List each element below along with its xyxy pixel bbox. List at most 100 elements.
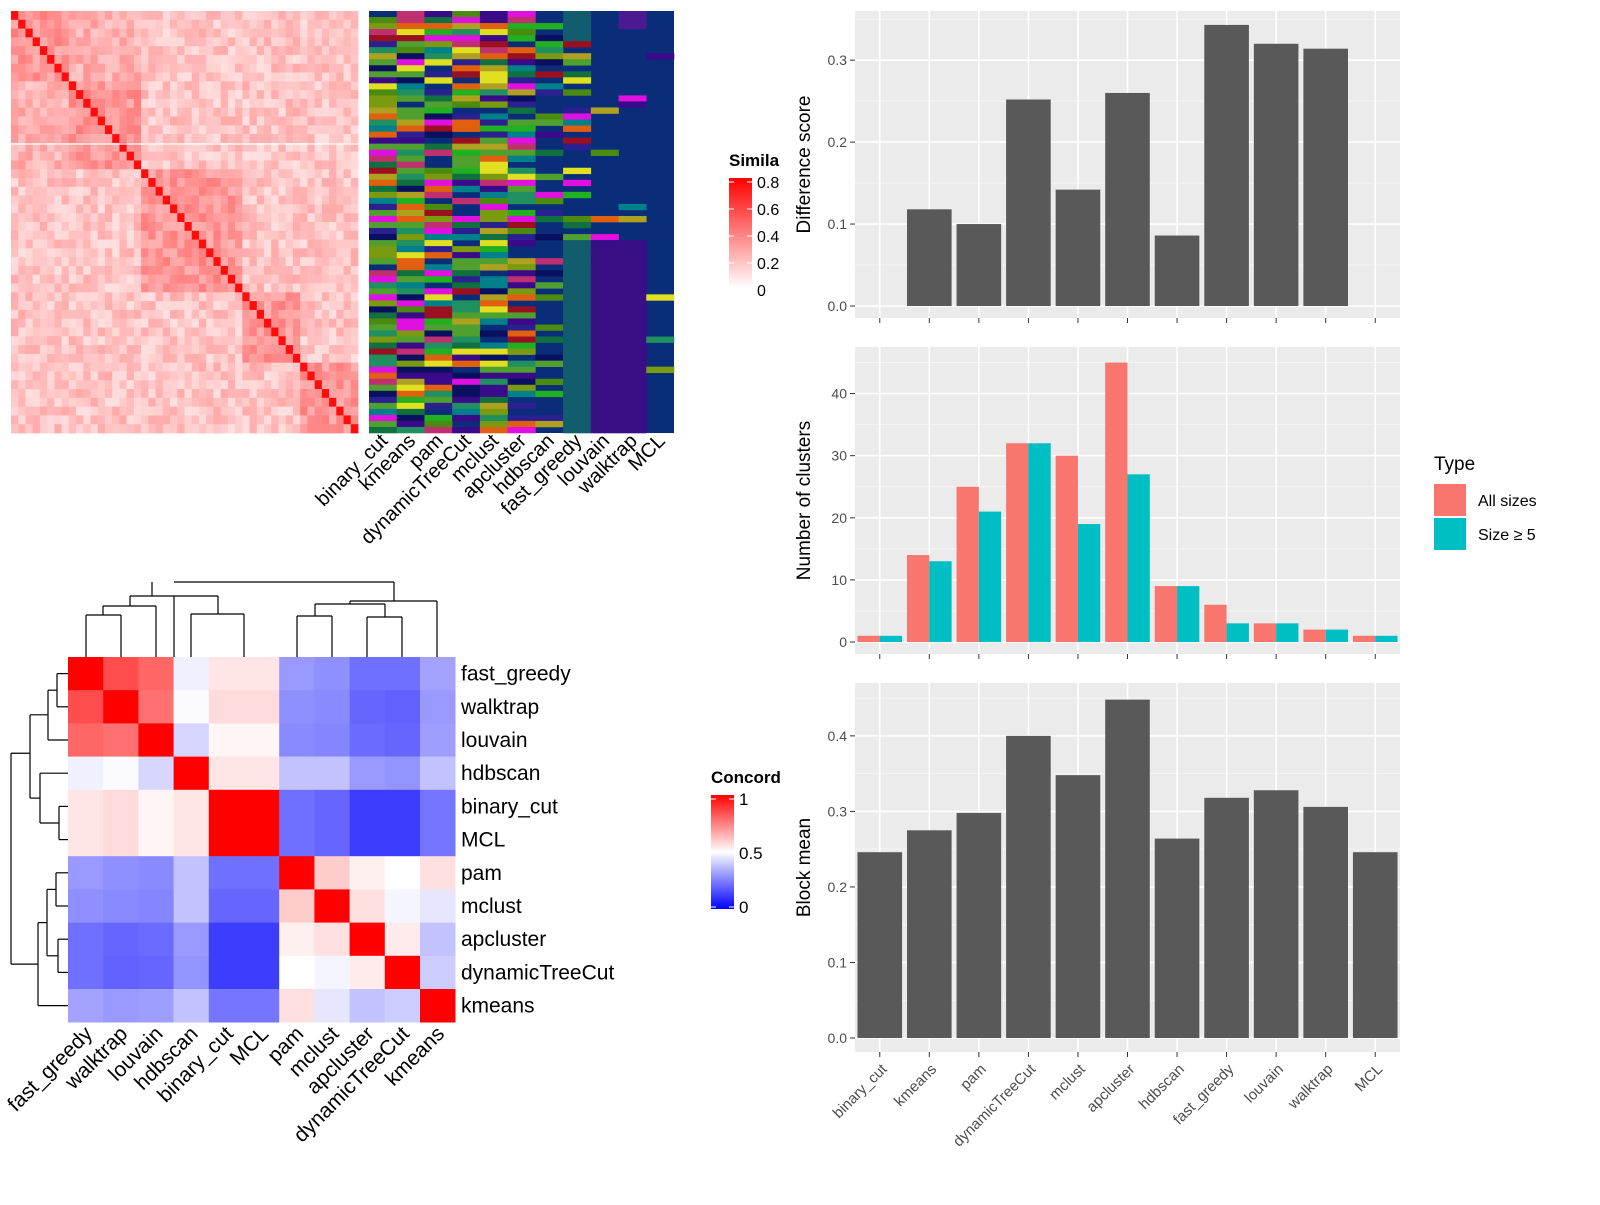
class-cell — [479, 426, 508, 434]
similarity-cell — [32, 274, 41, 284]
class-cell — [507, 228, 536, 235]
class-cell — [563, 119, 592, 126]
similarity-cell — [170, 274, 178, 284]
class-cell — [507, 143, 536, 150]
class-cell — [563, 330, 592, 337]
class-cell — [535, 215, 564, 223]
similarity-cell — [90, 301, 99, 311]
similarity-cell — [235, 406, 243, 416]
similarity-cell — [249, 406, 258, 416]
class-cell — [452, 402, 481, 410]
similarity-cell — [68, 19, 77, 29]
concordance-cell — [279, 690, 315, 724]
class-cell — [535, 191, 564, 199]
class-cell — [507, 191, 536, 199]
similarity-cell — [191, 107, 200, 117]
similarity-cell — [307, 397, 316, 408]
bar — [1006, 99, 1051, 306]
class-cell — [479, 420, 508, 428]
class-cell — [396, 390, 425, 398]
similarity-cell — [11, 81, 19, 91]
similarity-cell — [18, 142, 26, 153]
similarity-cell — [191, 63, 200, 73]
similarity-cell — [249, 28, 258, 38]
similarity-cell — [104, 160, 113, 170]
similarity-cell — [11, 107, 19, 117]
class-cell — [507, 197, 536, 205]
similarity-cell — [206, 213, 214, 223]
concordance-cell — [244, 889, 280, 923]
similarity-cell — [11, 19, 19, 29]
similarity-cell — [220, 362, 229, 372]
similarity-cell — [54, 336, 63, 346]
similarity-cell — [68, 362, 77, 372]
similarity-cell — [133, 107, 142, 117]
similarity-cell — [242, 327, 250, 337]
similarity-cell — [329, 107, 337, 117]
class-cell — [563, 35, 592, 42]
similarity-cell — [264, 37, 272, 47]
similarity-cell — [343, 98, 352, 109]
similarity-cell — [126, 37, 135, 47]
similarity-cell — [83, 230, 91, 240]
bar-all-sizes — [1154, 586, 1178, 642]
similarity-cell — [126, 116, 135, 126]
similarity-cell — [155, 309, 164, 320]
similarity-cell — [198, 98, 207, 109]
similarity-cell — [191, 134, 200, 144]
similarity-cell — [133, 230, 142, 240]
similarity-cell — [213, 336, 222, 346]
similarity-cell — [314, 318, 323, 328]
concordance-cell — [349, 723, 386, 757]
similarity-cell — [235, 186, 243, 197]
similarity-cell — [220, 265, 229, 276]
similarity-cell — [343, 336, 352, 346]
similarity-cell — [220, 274, 229, 284]
similarity-cell — [271, 11, 279, 21]
similarity-cell — [170, 248, 178, 258]
concordance-cell — [420, 922, 456, 957]
class-cell — [424, 107, 453, 114]
similarity-cell — [213, 37, 222, 47]
similarity-cell — [336, 292, 344, 302]
class-cell — [479, 29, 508, 36]
similarity-cell — [307, 222, 316, 232]
similarity-cell — [112, 318, 120, 328]
similarity-cell — [162, 248, 171, 258]
similarity-cell — [11, 63, 19, 73]
similarity-cell — [32, 107, 41, 117]
class-cell — [369, 47, 398, 54]
similarity-cell — [285, 63, 294, 73]
similarity-cell — [126, 19, 135, 29]
similarity-cell — [177, 362, 185, 372]
class-cell — [369, 348, 398, 355]
bar-size-ge5 — [1028, 443, 1051, 642]
class-cell — [396, 294, 425, 301]
class-cell — [590, 336, 619, 343]
class-cell — [396, 173, 425, 181]
concordance-cell — [173, 955, 210, 990]
concordance-cell — [349, 889, 386, 923]
similarity-cell — [292, 107, 301, 117]
similarity-cell — [90, 63, 99, 73]
similarity-cell — [83, 318, 91, 328]
similarity-cell — [321, 90, 330, 100]
class-cell — [507, 306, 536, 313]
similarity-cell — [300, 222, 308, 232]
class-cell — [507, 47, 536, 54]
similarity-cell — [191, 406, 200, 416]
similarity-cell — [278, 142, 287, 153]
similarity-cell — [220, 186, 229, 197]
class-cell — [452, 324, 481, 331]
similarity-cell — [47, 345, 55, 355]
similarity-cell — [104, 415, 113, 425]
class-column-labels: binary_cutkmeanspamdynamicTreeCutmclusta… — [312, 430, 670, 549]
concordance-row-label: fast_greedy — [461, 663, 571, 686]
similarity-cell — [126, 134, 135, 144]
similarity-cell — [83, 406, 91, 416]
class-cell — [590, 246, 619, 253]
class-cell — [452, 101, 481, 108]
similarity-cell — [18, 11, 26, 21]
similarity-cell — [285, 81, 294, 91]
class-cell — [479, 173, 508, 181]
